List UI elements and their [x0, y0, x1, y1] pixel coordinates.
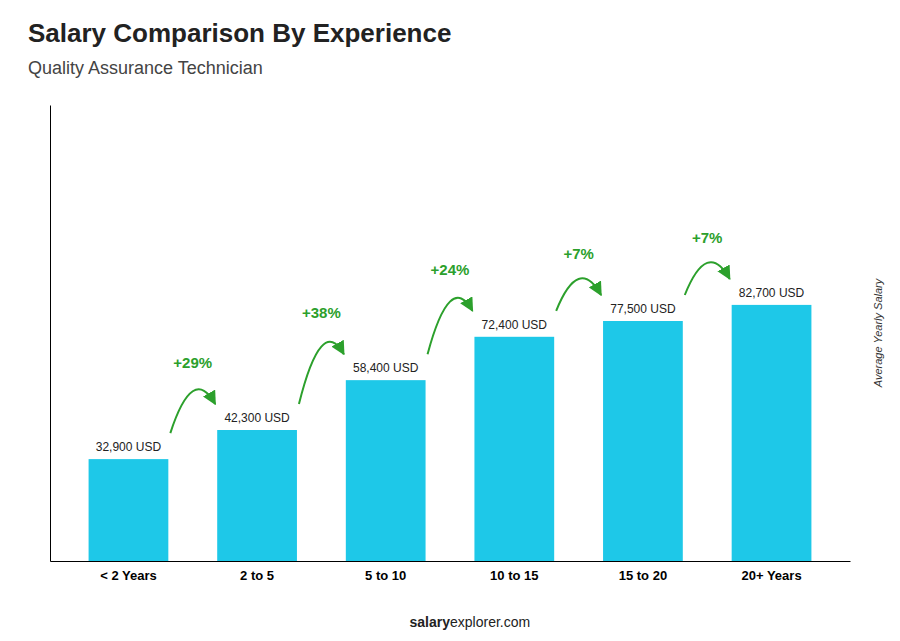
data-label: 32,900 USD [96, 440, 162, 454]
x-tick-label: 10 to 15 [490, 568, 538, 583]
x-tick: < 2 Years [100, 561, 157, 583]
change-annotations: +29% +38% +24% +7% +7% [170, 229, 729, 433]
bar [732, 305, 812, 561]
y-axis-title: Average Yearly Salary [872, 277, 884, 388]
change-label: +24% [431, 261, 470, 278]
change-label: +7% [692, 229, 722, 246]
data-label: 42,300 USD [224, 411, 290, 425]
data-label: 82,700 USD [739, 286, 805, 300]
chart: Salary Comparison By Experience Quality A… [0, 0, 900, 641]
plot: < 2 Years 2 to 5 5 to 10 10 to 15 15 to 20 20… [51, 106, 851, 584]
x-tick-label: 5 to 10 [365, 568, 406, 583]
x-tick: 20+ Years [741, 561, 801, 583]
x-tick-label: 20+ Years [741, 568, 801, 583]
x-tick-label: 15 to 20 [619, 568, 667, 583]
change-arrow [428, 298, 473, 354]
bar [217, 430, 297, 561]
x-tick: 5 to 10 [365, 561, 406, 583]
change-arrow [556, 278, 601, 310]
change-label: +7% [563, 245, 593, 262]
change-arrow [685, 262, 730, 295]
x-tick: 2 to 5 [240, 561, 274, 583]
data-labels: 32,900 USD 42,300 USD 58,400 USD 72,400 USD… [96, 286, 805, 454]
bar [346, 380, 426, 561]
y-axis [50, 106, 51, 562]
data-label: 72,400 USD [482, 318, 548, 332]
data-label: 58,400 USD [353, 361, 419, 375]
x-axis-line [51, 561, 851, 562]
footer: explorer.com [450, 614, 530, 630]
data-label: 77,500 USD [610, 302, 676, 316]
bars [89, 305, 812, 561]
change-arrow [299, 342, 344, 404]
bar [603, 321, 683, 561]
x-tick: 10 to 15 [490, 561, 538, 583]
x-tick-label: < 2 Years [100, 568, 157, 583]
title: Salary Comparison By Experience [28, 18, 451, 48]
bar [89, 459, 169, 561]
x-tick: 15 to 20 [619, 561, 667, 583]
x-tick-label: 2 to 5 [240, 568, 274, 583]
change-arrow [170, 389, 215, 433]
y-axis-line [50, 106, 51, 562]
x-axis: < 2 Years 2 to 5 5 to 10 10 to 15 15 to 20 20… [51, 561, 851, 583]
footer: salary [410, 614, 451, 630]
change-label: +38% [302, 304, 341, 321]
change-label: +29% [173, 354, 212, 371]
subtitle: Quality Assurance Technician [28, 58, 263, 78]
bar [474, 337, 554, 561]
